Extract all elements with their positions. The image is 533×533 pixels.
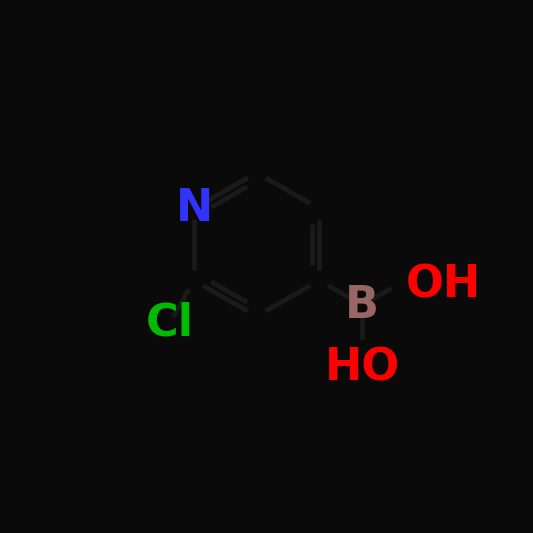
Text: Cl: Cl xyxy=(146,302,193,345)
Text: OH: OH xyxy=(406,263,481,306)
Text: N: N xyxy=(175,187,213,230)
Text: HO: HO xyxy=(325,346,400,389)
Text: B: B xyxy=(345,284,379,327)
